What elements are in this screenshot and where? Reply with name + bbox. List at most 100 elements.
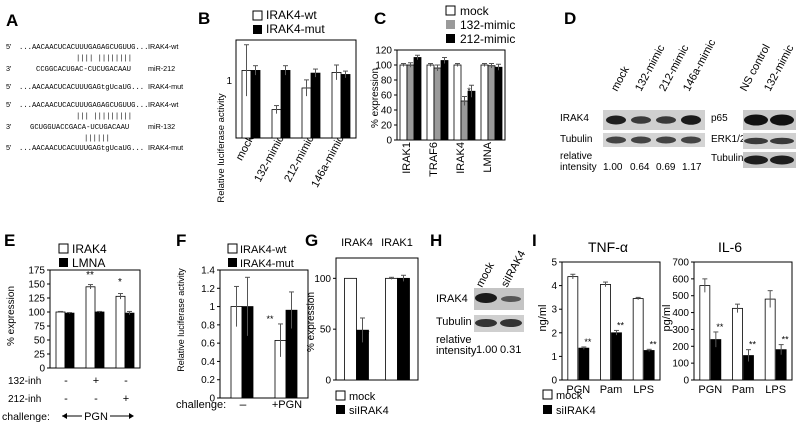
blot-strip: [603, 110, 705, 130]
legend-label: 132-mimic: [460, 18, 515, 32]
x-tick-label: LMNA: [482, 141, 494, 172]
y-tick-label: 5: [551, 258, 557, 269]
blot-band: [631, 116, 651, 124]
blot-band: [606, 115, 626, 125]
blot-band: [770, 155, 794, 165]
arrow-head-icon: [62, 413, 67, 419]
panel-e: IRAK4 LMNA % expression 132-inh - + - 21…: [2, 242, 134, 423]
y-tick-label: 60: [381, 91, 393, 102]
seq-pairing: |||| ||||||||: [76, 55, 132, 63]
legend-swatch-mock: [335, 390, 346, 401]
blot-band: [501, 296, 521, 302]
bar: [413, 57, 422, 141]
bar: [115, 295, 126, 369]
bar: [467, 90, 476, 141]
seq-text: ...AACAACUCACUUUGAGtgUcaUG...: [19, 84, 144, 92]
challenge-value: PGN: [84, 411, 108, 423]
bar: [699, 285, 711, 381]
blot-band: [744, 137, 768, 145]
y-tick-label: 50: [320, 325, 332, 336]
treatment-mark: +: [93, 375, 99, 387]
bar: [55, 311, 66, 369]
arrow-head-icon: [129, 413, 134, 419]
panel-g: IRAK4 IRAK1 % expression mock siIRAK4 **: [306, 237, 413, 417]
bar: [250, 70, 261, 139]
panel-d-western-blot: mock 132-mimic 212-mimic 146a-mimic NS c…: [560, 37, 797, 173]
y-tick-label: 1.4: [201, 266, 215, 277]
legend-swatch-mut: [228, 258, 237, 267]
legend-label: 212-mimic: [460, 32, 515, 46]
treatment-mark: -: [64, 375, 68, 387]
significance-mark: **: [716, 322, 724, 332]
blot-band: [681, 115, 701, 125]
challenge-label: challenge:: [2, 411, 50, 423]
x-tick-label: PGN: [566, 384, 590, 396]
chart-g: 0 50 100: [314, 257, 419, 387]
seq-text: GCUGGUACCGACA-UCUGACAAU: [30, 124, 129, 132]
y-tick-label: 40: [381, 106, 393, 117]
chart-i-left: 0 1 2 3 4 5 PGN ** Pam ** LPS **: [551, 258, 661, 396]
legend-swatch-mock: [445, 5, 456, 16]
y-tick-label: 25: [34, 350, 46, 361]
panel-letter-i: I: [532, 231, 537, 250]
y-tick-label: 125: [28, 294, 45, 305]
legend-swatch-mock: [542, 389, 553, 400]
legend-swatch-siirak4: [543, 405, 552, 414]
bar: [310, 72, 321, 139]
relative-intensity: 0.69: [656, 162, 676, 173]
bar: [344, 277, 357, 381]
legend-swatch-212: [446, 34, 455, 43]
y-tick-label: 100: [672, 359, 689, 370]
treatment-row-label: 132-inh: [8, 376, 41, 387]
y-tick-label: 700: [672, 258, 689, 269]
legend-label: IRAK4-wt: [240, 244, 286, 256]
plot-frame: [561, 261, 661, 381]
y-tick-label: 1: [209, 302, 215, 313]
legend-label: LMNA: [72, 256, 105, 270]
lane-label: 146a-mimic: [681, 37, 719, 93]
blot-row-label: IRAK4: [560, 113, 589, 124]
y-tick-label: 0: [39, 364, 45, 375]
bar: [460, 100, 469, 141]
relative-intensity: 1.17: [682, 162, 702, 173]
y-tick-label: 3: [551, 305, 557, 316]
bar: [440, 60, 449, 141]
legend-swatch-siirak4: [336, 405, 345, 414]
y-tick-label: 0.2: [201, 375, 215, 386]
seq-pairing: ||||||: [84, 135, 110, 143]
x-tick-label: +PGN: [272, 399, 302, 411]
legend-swatch-mut: [253, 25, 262, 34]
seq-end-label: 3': [6, 64, 12, 73]
y-axis-label: % expression: [370, 68, 381, 128]
seq-pairing: ||| |||||||||: [76, 113, 132, 121]
treatment-row-label: 212-inh: [8, 394, 41, 405]
x-tick-label: IRAK1: [401, 142, 413, 174]
treatment-mark: -: [94, 393, 98, 405]
legend-swatch-lmna: [59, 258, 68, 267]
bar: [397, 277, 410, 381]
legend-label: IRAK4-mut: [240, 258, 294, 270]
blot-strip: [743, 133, 796, 149]
panel-letter-g: G: [305, 231, 318, 250]
significance-mark: **: [617, 320, 625, 330]
blot-row-label: Tubulin: [711, 153, 743, 164]
legend-swatch-irak4: [58, 243, 69, 254]
chart-e: 0 25 50 75 100 125 150 175: [28, 266, 141, 375]
blot-band: [770, 137, 794, 145]
plot-frame: [219, 269, 309, 399]
y-axis-label: pg/ml: [661, 305, 673, 332]
lane-label: mock: [474, 260, 497, 289]
blot-band: [770, 114, 794, 126]
panel-a-alignment: 5' ...AACAACUCACUUUGAGAGCUGUUG... IRAK4-…: [6, 42, 183, 153]
y-tick-label: 50: [34, 336, 46, 347]
x-tick-label: LPS: [633, 384, 654, 396]
blot-band: [656, 136, 676, 144]
legend-label: mock: [556, 390, 583, 402]
x-tick-label: Pam: [732, 384, 755, 396]
seq-name: miR-212: [148, 64, 175, 73]
x-tick-label: Pam: [600, 384, 623, 396]
bar: [632, 298, 644, 381]
seq-name: miR-132: [148, 122, 175, 131]
seq-text: ...AACAACUCACUUUGAGtgUcaUG...: [19, 145, 144, 153]
bar: [85, 286, 96, 369]
